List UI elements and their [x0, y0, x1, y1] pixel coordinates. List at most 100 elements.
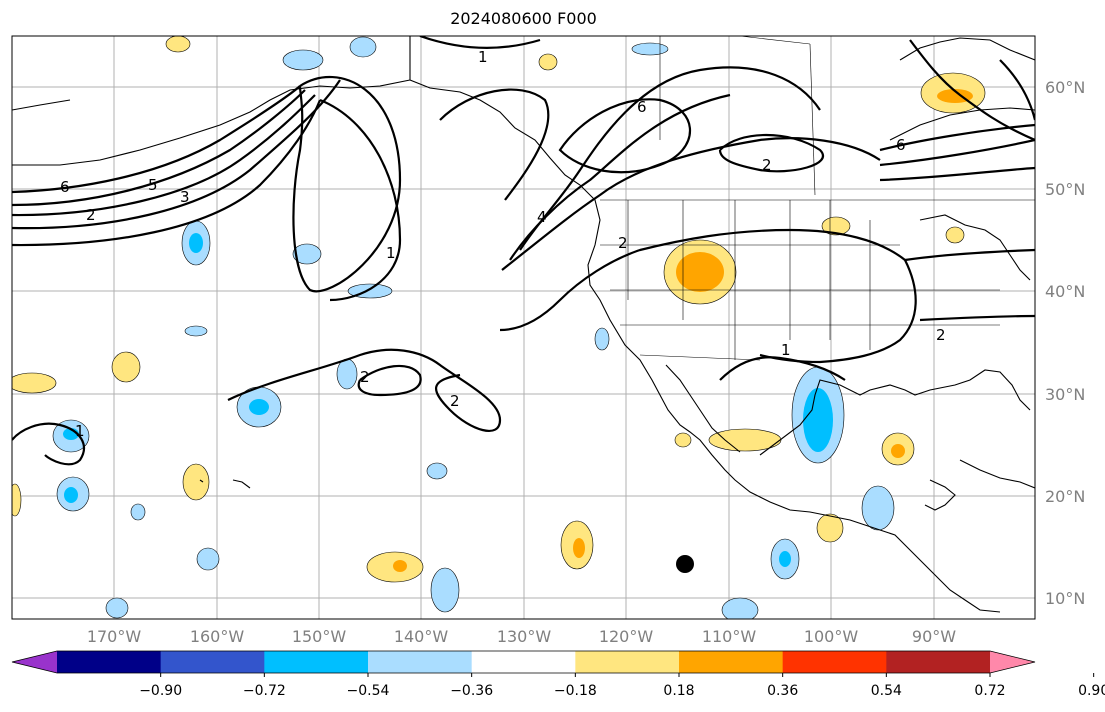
- colorbar-tick-label: −0.72: [243, 683, 286, 699]
- colorbar-tick-label: −0.18: [554, 683, 597, 699]
- negative-anomaly-region: [349, 36, 377, 58]
- colorbar-tick-label: 0.72: [974, 683, 1005, 699]
- colorbar-segment: [782, 651, 887, 673]
- negative-anomaly-region: [336, 358, 358, 390]
- anomaly-shading: [12, 36, 986, 619]
- positive-anomaly-region: [821, 216, 851, 236]
- lat-lon-gridlines: [12, 36, 1035, 619]
- lon-label: 150°W: [292, 627, 347, 646]
- lat-label: 30°N: [1045, 385, 1085, 404]
- colorbar-tick-label: −0.36: [450, 683, 493, 699]
- map-plot-area: 1 6 2 6 5 3 2 1 4 2 1 2 2 1 6 2: [12, 36, 1035, 619]
- negative-anomaly-region: [282, 49, 324, 71]
- contour-label-1: 1: [478, 48, 488, 66]
- positive-anomaly-core: [573, 538, 585, 558]
- lon-label: 110°W: [702, 627, 757, 646]
- positive-anomaly-region: [945, 226, 965, 244]
- colorbar-tick-label: −0.54: [347, 683, 390, 699]
- lat-label: 50°N: [1045, 180, 1085, 199]
- positive-anomaly-region: [182, 463, 210, 501]
- negative-anomaly-region: [184, 325, 208, 337]
- lat-label: 10°N: [1045, 589, 1085, 608]
- negative-anomaly-core: [189, 233, 203, 253]
- colorbar-segment: [575, 651, 680, 673]
- contour-label-1: 1: [386, 244, 396, 262]
- latitude-labels: 60°N 50°N 40°N 30°N 20°N 10°N: [1045, 78, 1085, 608]
- positive-anomaly-region: [674, 432, 692, 448]
- contour-label-6: 6: [637, 98, 647, 116]
- colorbar: −0.90 −0.72 −0.54 −0.36 −0.18 0.18 0.36 0.54 0.7…: [11, 650, 1105, 699]
- contour-label-1: 1: [75, 422, 85, 440]
- lon-label: 130°W: [497, 627, 552, 646]
- lon-label: 90°W: [912, 627, 956, 646]
- colorbar-segment: [679, 651, 784, 673]
- colorbar-segment: [368, 651, 473, 673]
- lon-label: 100°W: [804, 627, 859, 646]
- negative-anomaly-core: [803, 388, 833, 452]
- colorbar-extend-high: [990, 651, 1035, 673]
- negative-anomaly-region: [292, 243, 322, 265]
- positive-anomaly-region: [12, 372, 57, 394]
- map-frame: [11, 35, 1036, 620]
- map-title: 2024080600 F000: [450, 9, 597, 28]
- contour-label-2: 2: [360, 368, 370, 386]
- positive-anomaly-core: [937, 89, 973, 103]
- contour-value-labels: 1 6 2 6 5 3 2 1 4 2 1 2 2 1 6 2: [60, 48, 946, 440]
- contour-label-1: 1: [781, 341, 791, 359]
- political-borders: [409, 36, 1035, 361]
- contour-label-2: 2: [936, 326, 946, 344]
- longitude-labels: 170°W 160°W 150°W 140°W 130°W 120°W 110°…: [87, 627, 956, 646]
- colorbar-segment: [471, 651, 576, 673]
- contour-label-2: 2: [86, 206, 96, 224]
- contour-label-5: 5: [148, 176, 158, 194]
- negative-anomaly-core: [779, 551, 791, 567]
- negative-anomaly-region: [631, 42, 669, 56]
- lat-label: 60°N: [1045, 78, 1085, 97]
- positive-anomaly-core: [393, 560, 407, 572]
- positive-anomaly-core: [891, 444, 905, 458]
- lat-label: 20°N: [1045, 487, 1085, 506]
- contour-label-3: 3: [180, 188, 190, 206]
- colorbar-segment: [264, 651, 369, 673]
- negative-anomaly-region: [196, 547, 220, 571]
- colorbar-tick-label: −0.90: [139, 683, 182, 699]
- positive-anomaly-region: [12, 483, 22, 517]
- contour-label-4: 4: [537, 208, 547, 226]
- contour-label-2: 2: [450, 392, 460, 410]
- positive-anomaly-region: [816, 513, 844, 543]
- colorbar-tick-label: 0.90: [1078, 683, 1105, 699]
- positive-anomaly-region: [708, 428, 782, 452]
- colorbar-tick-label: 0.54: [871, 683, 902, 699]
- negative-anomaly-region: [430, 567, 460, 613]
- negative-anomaly-core: [249, 399, 269, 415]
- colorbar-outline: [11, 650, 1036, 674]
- contour-label-2: 2: [618, 234, 628, 252]
- positive-anomaly-core: [676, 252, 724, 292]
- negative-anomaly-region: [861, 485, 895, 531]
- negative-anomaly-core: [64, 487, 78, 503]
- contour-label-6: 6: [896, 136, 906, 154]
- lon-label: 160°W: [190, 627, 245, 646]
- colorbar-tick-label: 0.18: [663, 683, 694, 699]
- colorbar-segment: [886, 651, 991, 673]
- negative-anomaly-region: [105, 597, 129, 619]
- positive-anomaly-region: [111, 351, 141, 383]
- positive-anomaly-region: [165, 36, 191, 53]
- contour-label-6: 6: [60, 178, 70, 196]
- negative-anomaly-region: [426, 462, 448, 480]
- contour-lines: [12, 36, 1035, 466]
- storm-position-marker: [676, 555, 694, 573]
- colorbar-tick-label: 0.36: [767, 683, 798, 699]
- colorbar-extend-low: [12, 651, 57, 673]
- negative-anomaly-region: [721, 597, 759, 619]
- lon-label: 120°W: [599, 627, 654, 646]
- negative-anomaly-region: [594, 327, 610, 351]
- lon-label: 170°W: [87, 627, 142, 646]
- contour-label-2: 2: [762, 156, 772, 174]
- colorbar-segment: [160, 651, 265, 673]
- lon-label: 140°W: [394, 627, 449, 646]
- colorbar-segment: [57, 651, 162, 673]
- negative-anomaly-region: [130, 503, 146, 521]
- positive-anomaly-region: [538, 53, 558, 71]
